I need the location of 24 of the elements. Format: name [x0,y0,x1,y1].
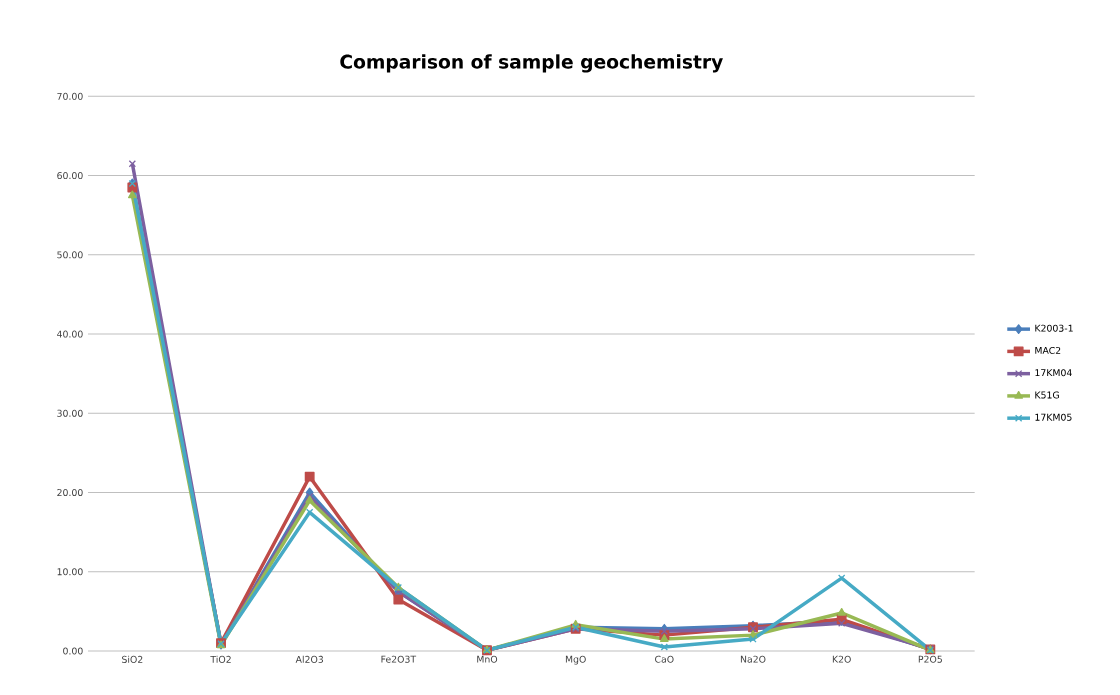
legend-label: K51G [1035,391,1059,399]
x-tick-label: Na2O [740,655,766,663]
x-tick-label: SiO2 [122,655,143,663]
x-tick-label: P2O5 [918,655,942,663]
y-tick-label: 20.00 [57,488,83,497]
x-tick-label: Fe2O3T [381,655,417,663]
x-tick-label: K2O [832,655,851,663]
y-tick-label: 10.00 [57,568,83,576]
x-tick-label: MnO [477,655,498,663]
y-tick-label: 30.00 [57,409,83,417]
legend-label: MAC2 [1035,346,1061,354]
chart-title: Comparison of sample geochemistry [340,54,723,73]
y-tick-label: 50.00 [57,251,83,259]
y-tick-label: 70.00 [57,92,83,100]
legend-label: K2003-1 [1035,324,1073,332]
x-tick-label: TiO2 [210,655,231,663]
y-tick-label: 40.00 [57,330,83,338]
legend-label: 17KM04 [1035,369,1072,377]
x-tick-label: CaO [655,655,674,663]
y-tick-label: 60.00 [57,172,83,180]
x-tick-label: MgO [565,655,586,665]
y-tick-label: 0.00 [63,647,83,655]
x-tick-label: Al2O3 [295,655,324,663]
legend-label: 17KM05 [1035,413,1072,421]
